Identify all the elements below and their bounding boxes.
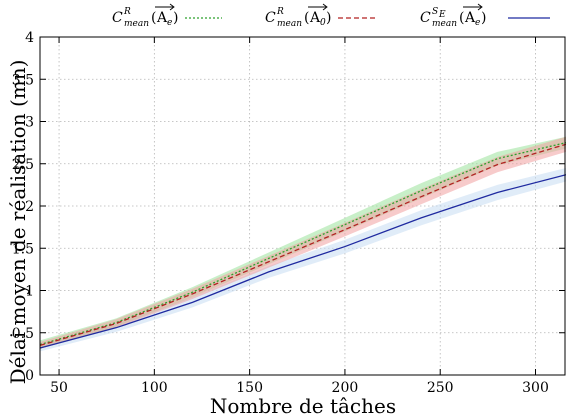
y-tick-label: 4 — [25, 30, 34, 46]
y-tick-label: 3 — [25, 115, 34, 131]
x-axis-label: Nombre de tâches — [210, 394, 396, 417]
x-tick-label: 50 — [50, 380, 68, 396]
vector-arrowhead-icon — [322, 3, 328, 11]
series-lines — [39, 141, 566, 349]
axis-ticks: 0 0.5 1 1.5 2 2.5 3 3.5 4 50 100 150 200 250 300 — [12, 30, 565, 396]
x-tick-label: 150 — [236, 380, 263, 396]
series-line — [39, 174, 566, 349]
x-tick-label: 100 — [141, 380, 168, 396]
y-tick-label: 2.5 — [12, 157, 34, 173]
x-tick-label: 200 — [332, 380, 359, 396]
series-line — [39, 141, 566, 346]
y-tick-label: 3.5 — [12, 72, 34, 88]
series-line — [39, 143, 566, 347]
y-tick-label: 1.5 — [12, 241, 34, 257]
x-tick-label: 250 — [427, 380, 454, 396]
y-tick-label: 0.5 — [12, 326, 34, 342]
confidence-band — [40, 136, 566, 349]
legend-entry: CSE mean (Ae) — [420, 7, 486, 29]
y-tick-label: 0 — [25, 368, 34, 384]
y-tick-label: 1 — [25, 284, 34, 300]
x-tick-label: 300 — [522, 380, 549, 396]
legend-entry: CR mean (Ae) — [112, 7, 178, 29]
legend: CR mean (Ae) CR mean (A0) CSE mean (Ae) — [112, 3, 550, 29]
vector-arrowhead-icon — [477, 3, 483, 11]
legend-entry: CR mean (A0) — [265, 7, 331, 29]
vector-arrowhead-icon — [169, 3, 175, 11]
y-axis-label: Délai moyen de réalisation (mn) — [6, 60, 30, 385]
y-tick-label: 2 — [25, 199, 34, 215]
